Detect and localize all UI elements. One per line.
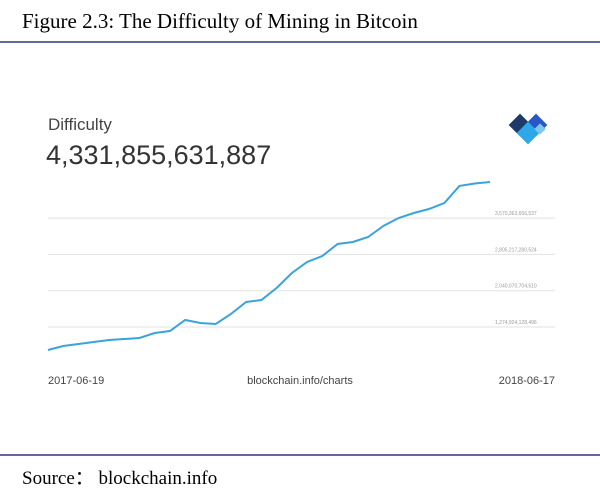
- headline-value: 4,331,855,631,887: [46, 140, 271, 170]
- y-tick-label: 1,274,924,128,496: [495, 320, 537, 326]
- figure-source: Source： blockchain.info: [22, 468, 217, 489]
- figure-title: Figure 2.3: The Difficulty of Mining in …: [22, 9, 418, 33]
- chart-source: blockchain.info/charts: [247, 375, 353, 387]
- y-tick-label: 3,570,363,656,537: [495, 211, 537, 217]
- y-tick-label: 2,805,217,280,524: [495, 247, 537, 253]
- chart-title: Difficulty: [48, 115, 112, 134]
- y-tick-label: 2,040,070,704,510: [495, 284, 537, 290]
- x-tick-label: 2018-06-17: [499, 375, 555, 387]
- x-tick-label: 2017-06-19: [48, 375, 104, 387]
- data-line: [47, 181, 491, 351]
- logo: [508, 113, 548, 145]
